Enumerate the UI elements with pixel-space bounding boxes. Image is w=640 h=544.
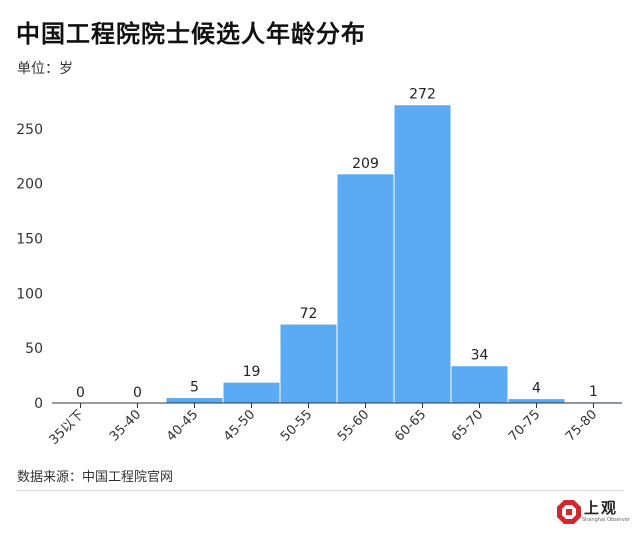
- bar-value-label: 5: [190, 380, 199, 396]
- unit-label: 单位：岁: [17, 61, 73, 77]
- logo-name: 上观: [584, 499, 619, 517]
- logo-mark-icon: [557, 500, 581, 524]
- x-tick-label: 60-65: [392, 407, 429, 444]
- y-tick-label: 250: [16, 122, 43, 138]
- y-tick-label: 150: [16, 232, 43, 248]
- x-tick-label: 75-80: [563, 407, 600, 444]
- x-tick-label: 45-50: [221, 407, 258, 444]
- shanghai-observer-logo: 上观 Shanghai Observer: [556, 497, 630, 533]
- bar-value-label: 272: [409, 87, 436, 103]
- y-tick-label: 100: [16, 286, 43, 302]
- bar-value-label: 209: [352, 156, 379, 172]
- x-tick-label: 65-70: [449, 407, 486, 444]
- x-tick-label: 35以下: [47, 407, 88, 448]
- bar: [450, 365, 509, 404]
- bar: [222, 381, 281, 404]
- bar: [336, 173, 395, 404]
- footer-divider: [16, 490, 624, 491]
- bar: [393, 104, 452, 404]
- bar-value-label: 72: [300, 306, 318, 322]
- bar-value-label: 34: [471, 348, 489, 364]
- data-source: 数据来源：中国工程院官网: [17, 470, 174, 485]
- bar-value-label: 19: [243, 364, 261, 380]
- y-tick-label: 50: [25, 341, 43, 357]
- x-tick-label: 35-40: [107, 407, 144, 444]
- x-tick-label: 70-75: [506, 407, 543, 444]
- x-tick-label: 40-45: [164, 407, 201, 444]
- logo-subtitle: Shanghai Observer: [582, 517, 630, 523]
- chart-title: 中国工程院院士候选人年龄分布: [16, 20, 366, 48]
- histogram-chart: 0 50 100 150 200 250 0 0 5 19 72 209 272 34 4 1 35以下 35-4…: [16, 87, 623, 448]
- bar-value-label: 4: [532, 381, 541, 397]
- x-tick-label: 50-55: [278, 407, 315, 444]
- bar-value-label: 1: [589, 384, 598, 400]
- bar: [165, 397, 224, 404]
- x-tick-label: 55-60: [335, 407, 372, 444]
- y-tick-label: 200: [16, 177, 43, 193]
- bar-value-label: 0: [76, 385, 85, 401]
- bar: [279, 323, 338, 404]
- bar-value-label: 0: [133, 385, 142, 401]
- bar: [507, 398, 566, 404]
- y-tick-label: 0: [34, 396, 43, 412]
